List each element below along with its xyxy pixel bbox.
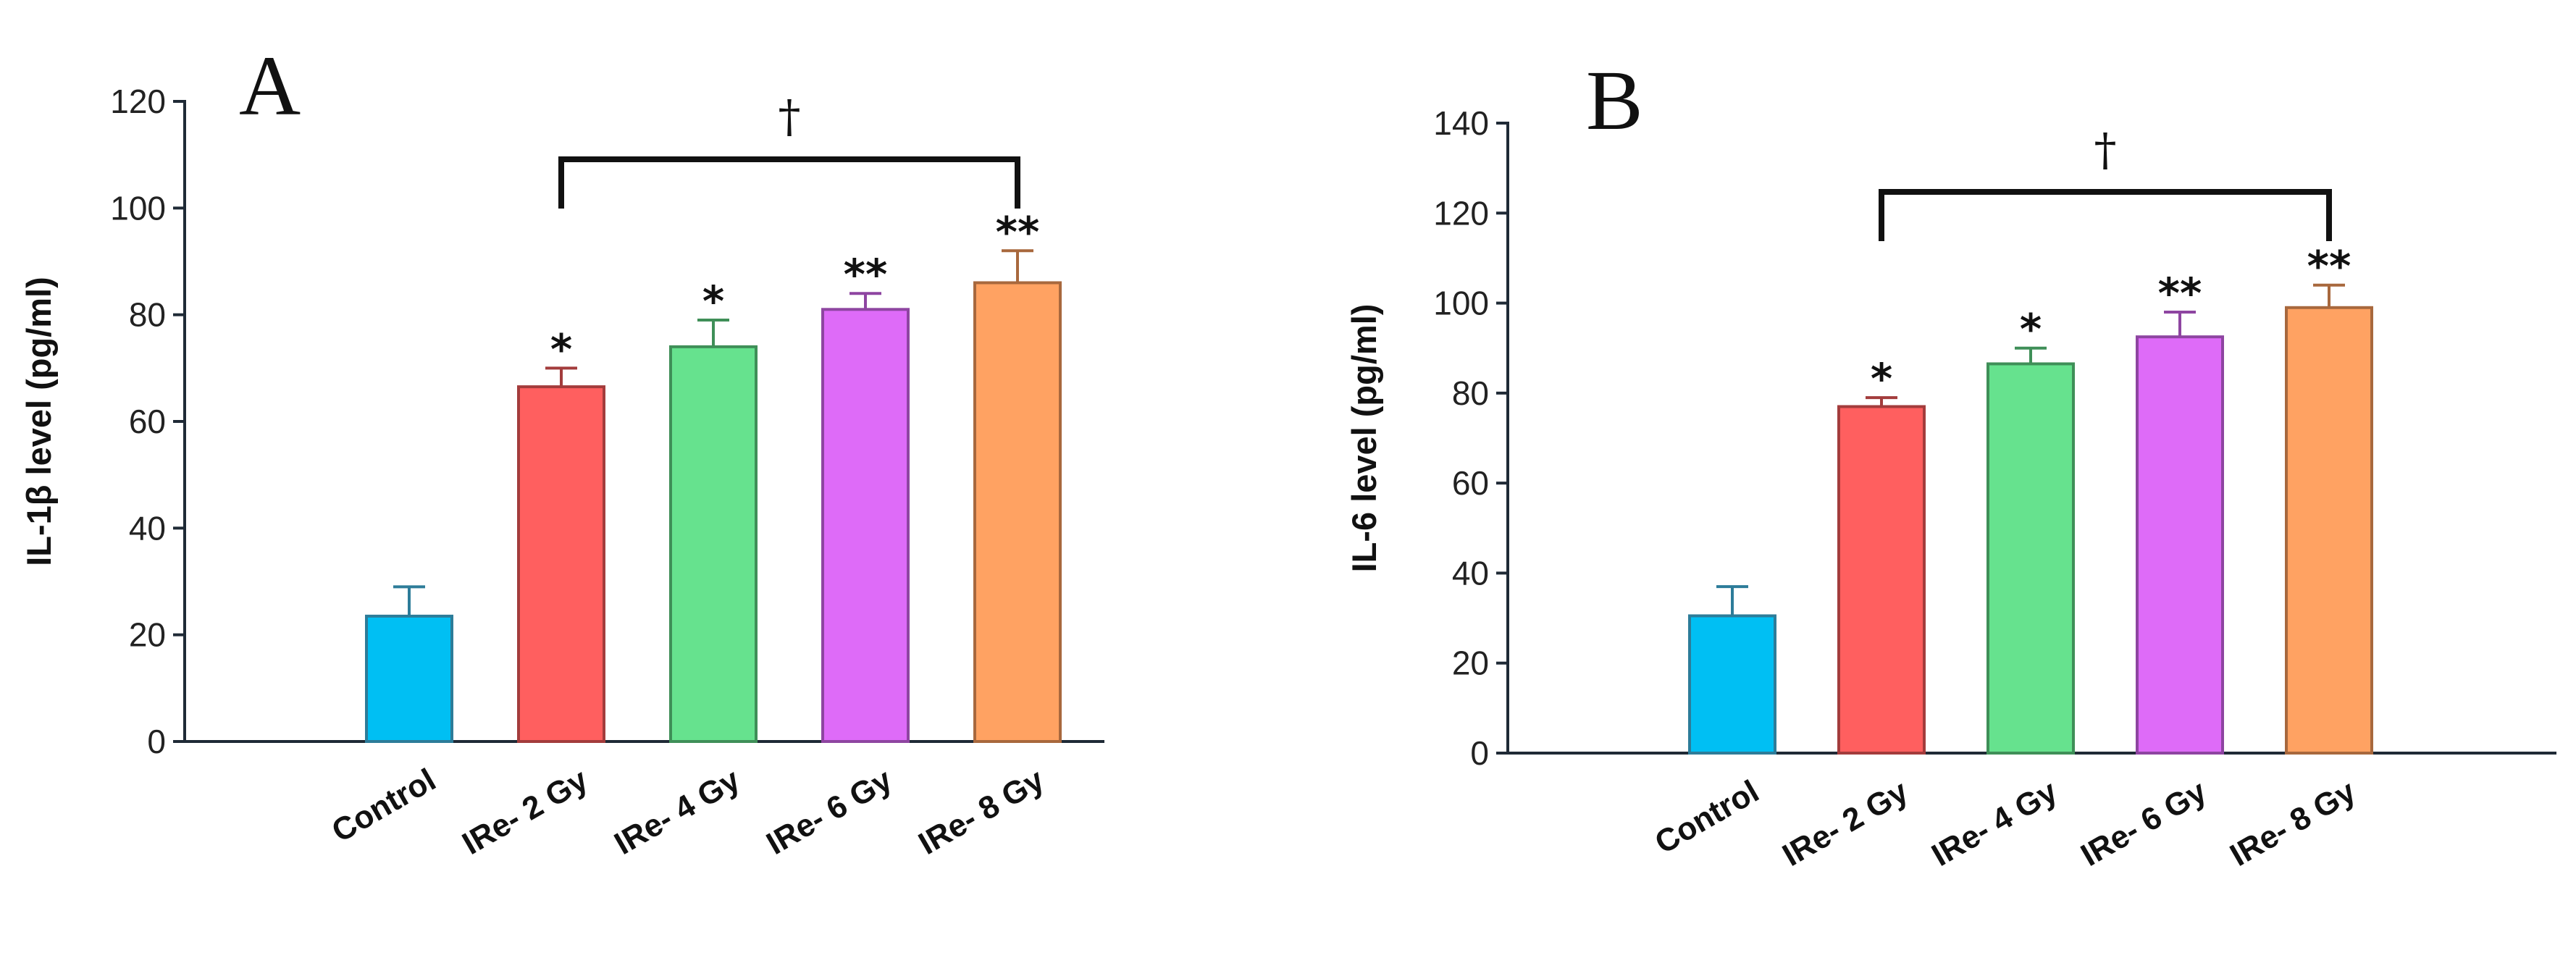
panel-letter: B — [1586, 53, 1643, 148]
significance-marker: ** — [2158, 269, 2202, 318]
y-tick-label: 0 — [147, 723, 166, 760]
significance-marker: * — [550, 324, 572, 374]
y-tick-label: 100 — [1433, 285, 1489, 322]
category-label: IRe- 8 Gy — [2224, 773, 2362, 873]
category-label: IRe- 4 Gy — [1926, 773, 2063, 873]
category-label: IRe- 6 Gy — [2075, 773, 2212, 873]
bar-3 — [1986, 362, 2075, 755]
y-tick-label: 0 — [1470, 734, 1489, 772]
category-label: Control — [1649, 773, 1765, 861]
category-label: IRe- 6 Gy — [760, 762, 898, 862]
y-axis-label: IL-6 level (pg/ml) — [1345, 304, 1383, 573]
bracket-dagger: † — [779, 90, 801, 143]
y-tick-label: 60 — [129, 403, 166, 440]
panel-letter: A — [239, 38, 301, 133]
panel-a-chart: A IL-1β level (pg/ml) 0 20 40 60 80 100 120 Contr… — [20, 38, 1104, 862]
bracket-dagger: † — [2094, 123, 2117, 176]
significance-bracket — [558, 156, 1020, 209]
category-label: IRe- 2 Gy — [1776, 773, 1914, 873]
bar-2 — [517, 385, 605, 743]
significance-marker: ** — [996, 207, 1040, 256]
significance-marker: * — [2020, 305, 2042, 354]
bar-1 — [365, 614, 453, 744]
y-tick-label: 20 — [129, 616, 166, 654]
y-tick-label: 100 — [110, 189, 166, 227]
y-tick-label: 40 — [1452, 554, 1489, 592]
y-tick-label: 60 — [1452, 464, 1489, 502]
y-tick-label: 140 — [1433, 104, 1489, 142]
y-tick-label: 120 — [1433, 194, 1489, 232]
bar-1 — [1688, 614, 1776, 755]
bar-5 — [2285, 306, 2373, 755]
bar-5 — [973, 281, 1062, 743]
bar-4 — [821, 308, 910, 743]
significance-marker: * — [702, 277, 724, 326]
significance-bracket — [1879, 189, 2332, 241]
category-label: IRe- 8 Gy — [912, 762, 1050, 862]
bar-3 — [669, 345, 758, 744]
category-label: Control — [326, 762, 442, 849]
bar-4 — [2136, 335, 2224, 755]
significance-marker: * — [1871, 354, 1892, 403]
y-tick-label: 80 — [1452, 374, 1489, 412]
bar-2 — [1837, 405, 1926, 755]
category-label: IRe- 4 Gy — [608, 762, 746, 862]
y-tick-label: 20 — [1452, 644, 1489, 682]
y-axis-label: IL-1β level (pg/ml) — [20, 277, 58, 566]
panel-b-chart: B IL-6 level (pg/ml) 0 20 40 60 80 100 120 140 Con… — [1345, 53, 2556, 873]
y-tick-label: 80 — [129, 296, 166, 334]
significance-marker: ** — [844, 250, 888, 299]
y-tick-label: 40 — [129, 509, 166, 547]
category-label: IRe- 2 Gy — [456, 762, 594, 862]
y-tick-label: 120 — [110, 83, 166, 120]
significance-marker: ** — [2307, 242, 2351, 291]
